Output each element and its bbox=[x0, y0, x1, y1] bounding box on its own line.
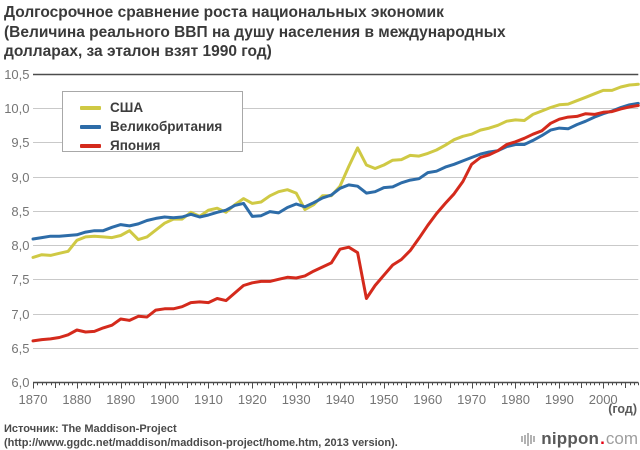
legend-item-usa: США bbox=[80, 98, 242, 117]
x-tick-label: 1940 bbox=[326, 392, 355, 407]
x-tick-label: 1950 bbox=[369, 392, 398, 407]
y-tick-label: 8,0 bbox=[11, 238, 29, 253]
legend-label-japan: Япония bbox=[110, 138, 161, 153]
chart-legend: США Великобритания Япония bbox=[62, 91, 243, 155]
title-line-1: Долгосрочное сравнение роста национальны… bbox=[4, 4, 444, 21]
usa-line-swatch bbox=[80, 105, 101, 110]
source-line-1: Источник: The Maddison-Project bbox=[4, 423, 177, 435]
x-tick-label: 1880 bbox=[62, 392, 91, 407]
logo-text-tld: com bbox=[605, 429, 638, 448]
source-note: Источник: The Maddison-Project (http://w… bbox=[4, 422, 398, 450]
y-tick-label: 8,5 bbox=[11, 204, 29, 219]
y-tick-label: 6,5 bbox=[11, 341, 29, 356]
x-tick-label: 1920 bbox=[238, 392, 267, 407]
x-tick-label: 2000 bbox=[589, 392, 618, 407]
title-line-2: (Величина реального ВВП на душу населени… bbox=[4, 23, 506, 41]
nippon-logo: nippon. com bbox=[521, 429, 638, 449]
source-line-2: (http://www.ggdc.net/maddison/maddison-p… bbox=[4, 437, 398, 449]
line-japan bbox=[31, 104, 640, 343]
x-tick-label: 1970 bbox=[457, 392, 486, 407]
legend-label-uk: Великобритания bbox=[110, 119, 223, 134]
x-tick-label: 1870 bbox=[19, 392, 48, 407]
title-line-3: долларах, за эталон взят 1990 год) bbox=[4, 43, 272, 60]
logo-dot: . bbox=[600, 429, 605, 448]
legend-item-uk: Великобритания bbox=[80, 117, 242, 136]
y-tick-label: 9,5 bbox=[11, 135, 29, 150]
logo-text-main: nippon bbox=[541, 429, 600, 448]
y-tick-label: 7,0 bbox=[11, 307, 29, 322]
x-tick-label: 1990 bbox=[545, 392, 574, 407]
y-tick-label: 10,5 bbox=[4, 67, 29, 82]
x-tick-label: 1900 bbox=[150, 392, 179, 407]
x-tick-label: 1910 bbox=[194, 392, 223, 407]
line-uk bbox=[31, 101, 640, 241]
legend-item-japan: Япония bbox=[80, 136, 242, 155]
y-tick-label: 10,0 bbox=[4, 101, 29, 116]
japan-line-swatch bbox=[80, 143, 101, 148]
soundbars-icon bbox=[521, 432, 536, 446]
x-axis-unit-label: (год) bbox=[608, 402, 637, 416]
uk-line-swatch bbox=[80, 124, 101, 129]
x-tick-label: 1980 bbox=[501, 392, 530, 407]
y-tick-label: 9,0 bbox=[11, 170, 29, 185]
x-tick-label: 1890 bbox=[106, 392, 135, 407]
legend-label-usa: США bbox=[110, 100, 144, 115]
y-tick-label: 7,5 bbox=[11, 272, 29, 287]
x-tick-label: 1960 bbox=[413, 392, 442, 407]
y-tick-label: 6,0 bbox=[11, 375, 29, 390]
x-tick-label: 1930 bbox=[282, 392, 311, 407]
page-title: Долгосрочное сравнение роста национальны… bbox=[4, 3, 624, 62]
